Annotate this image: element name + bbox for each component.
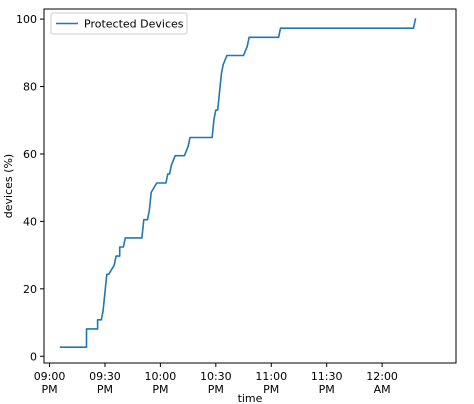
x-tick-label-09-30-pm-0: 09:30 [89,370,121,383]
x-tick-label-11-00-pm-0: 11:00 [255,370,287,383]
legend: Protected Devices [50,12,188,35]
y-tick-label-100: 100 [16,13,37,26]
x-tick-label-12-00-am-0: 12:00 [366,370,398,383]
series-line-protected-devices [59,18,417,349]
x-tick-label-11-30-pm-1: PM [319,383,335,396]
plot-frame [43,8,457,364]
y-tick-label-80: 80 [23,81,37,94]
x-tick-label-11-30-pm-0: 11:30 [311,370,343,383]
x-tick-label-10-00-pm-1: PM [152,383,168,396]
y-tick-label-20: 20 [23,283,37,296]
y-tick-label-0: 0 [30,350,37,363]
y-tick-label-40: 40 [23,215,37,228]
x-tick-label-12-00-am-1: AM [374,383,391,396]
legend-box [50,12,188,35]
y-axis-label: devices (%) [2,154,15,218]
x-tick-label-09-00-pm-1: PM [41,383,57,396]
x-axis-label: time [238,392,263,404]
ticks-layer: 02040608010009:00PM09:30PM10:00PM10:30PM… [16,13,398,396]
x-tick-label-09-00-pm-0: 09:00 [34,370,66,383]
legend-label-protected-devices: Protected Devices [84,18,184,31]
x-tick-label-10-30-pm-0: 10:30 [200,370,232,383]
x-tick-label-11-00-pm-1: PM [263,383,279,396]
x-tick-label-09-30-pm-1: PM [97,383,113,396]
x-tick-label-10-00-pm-0: 10:00 [145,370,177,383]
y-tick-label-60: 60 [23,148,37,161]
x-tick-label-10-30-pm-1: PM [208,383,224,396]
plot-layer [59,18,417,349]
